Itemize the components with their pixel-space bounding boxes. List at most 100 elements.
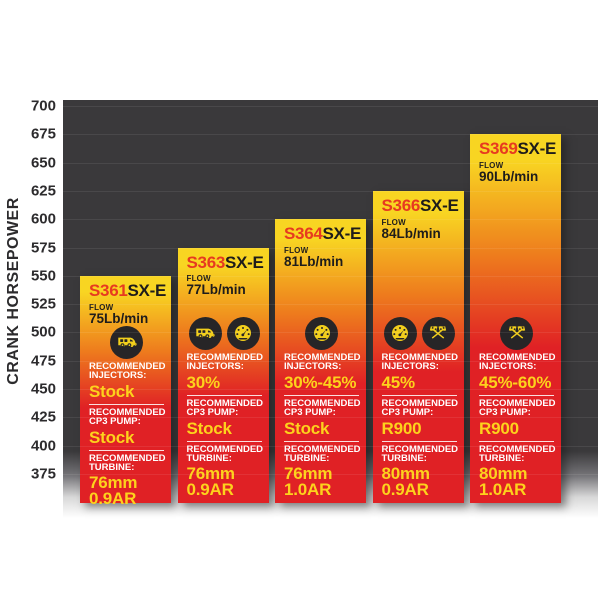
flow-label: FLOW — [479, 161, 504, 171]
turbine-section: RECOMMENDED TURBINE: 76mm 0.9AR — [186, 444, 264, 499]
flow-value: 90Lb/min — [479, 169, 539, 185]
model-number: S369 — [479, 139, 518, 159]
towing-icon — [110, 325, 143, 359]
model-name: S363SX-E — [186, 252, 264, 272]
gauge-icon — [226, 316, 260, 350]
divider — [479, 440, 554, 442]
cp3-pump-label: RECOMMENDED CP3 PUMP: — [284, 397, 361, 419]
gridline — [63, 162, 598, 164]
turbine-wheel: 80mm — [381, 463, 431, 483]
bar-recommendations: RECOMMENDED INJECTORS: 45% RECOMMENDED C… — [373, 316, 464, 503]
gridline — [63, 473, 598, 475]
turbine-wheel: 76mm — [284, 463, 333, 483]
turbine-section: RECOMMENDED TURBINE: 80mm 0.9AR — [381, 443, 459, 499]
y-tick-label: 425 — [30, 408, 56, 426]
turbine-value: 80mm 0.9AR — [381, 463, 457, 499]
y-tick-label: 400 — [30, 437, 56, 455]
divider — [186, 394, 262, 396]
model-number: S361 — [89, 280, 128, 300]
cp3-pump-label: RECOMMENDED CP3 PUMP: — [186, 397, 264, 419]
turbine-ar: 1.0AR — [479, 479, 527, 499]
plot-area: S361SX-E FLOW 75Lb/min RECOMMENDED INJEC… — [63, 100, 598, 518]
cp3-pump-label: RECOMMENDED CP3 PUMP: — [89, 406, 166, 428]
injectors-value: 30%-45% — [284, 372, 357, 392]
model-series: SX-E — [322, 224, 362, 244]
icon-row — [479, 316, 554, 350]
turbine-label: RECOMMENDED TURBINE: — [284, 443, 361, 465]
injectors-label: RECOMMENDED INJECTORS: — [284, 351, 361, 373]
gridline — [63, 332, 598, 334]
turbine-section: RECOMMENDED TURBINE: 76mm 0.9AR — [89, 452, 166, 507]
turbine-label: RECOMMENDED TURBINE: — [89, 452, 166, 474]
model-name: S361SX-E — [89, 280, 167, 300]
icon-row — [382, 316, 457, 350]
y-tick-label: 600 — [30, 210, 56, 228]
divider — [479, 394, 554, 396]
y-tick-label: 475 — [30, 352, 56, 370]
injectors-label: RECOMMENDED INJECTORS: — [186, 351, 264, 373]
injectors-value: 45% — [381, 372, 416, 392]
turbine-value: 76mm 0.9AR — [186, 463, 262, 499]
turbine-wheel: 80mm — [479, 463, 528, 483]
y-tick-label: 525 — [30, 295, 56, 313]
bar-recommendations: RECOMMENDED INJECTORS: 30% RECOMMENDED C… — [178, 316, 269, 503]
gridline — [63, 275, 598, 277]
y-tick-label: 375 — [30, 465, 56, 483]
divider — [284, 440, 359, 442]
flow-value: 77Lb/min — [186, 282, 246, 298]
bar-recommendations: RECOMMENDED INJECTORS: 45%-60% RECOMMEND… — [470, 316, 561, 503]
divider — [284, 394, 359, 396]
bar-s366sxe: S366SX-E FLOW 84Lb/min RECOMMENDED INJEC… — [372, 190, 464, 503]
flow-label: FLOW — [186, 274, 211, 284]
gauge-icon — [305, 316, 338, 350]
injectors-value: 30% — [186, 372, 221, 392]
icon-row — [284, 316, 359, 350]
model-number: S366 — [381, 195, 421, 215]
model-series: SX-E — [225, 252, 264, 272]
turbine-ar: 0.9AR — [186, 479, 234, 499]
divider — [186, 440, 262, 442]
cp3-pump-section: RECOMMENDED CP3 PUMP: Stock — [89, 406, 166, 446]
y-axis-ticks: 700 675 650 625 600 575 550 525 500 475 450 425 400 3… — [0, 98, 56, 520]
bar-s361sxe: S361SX-E FLOW 75Lb/min RECOMMENDED INJEC… — [80, 275, 171, 507]
flow-label: FLOW — [284, 246, 309, 256]
cp3-pump-value: R900 — [479, 418, 519, 438]
injectors-value: Stock — [89, 381, 135, 401]
turbine-label: RECOMMENDED TURBINE: — [381, 443, 459, 465]
turbine-section: RECOMMENDED TURBINE: 80mm 1.0AR — [479, 444, 556, 499]
flags-icon — [500, 316, 533, 350]
cp3-pump-section: RECOMMENDED CP3 PUMP: Stock — [186, 397, 264, 438]
cp3-pump-section: RECOMMENDED CP3 PUMP: R900 — [479, 397, 556, 438]
injectors-section: RECOMMENDED INJECTORS: 45%-60% — [479, 352, 556, 392]
model-series: SX-E — [127, 280, 167, 300]
gridline — [63, 106, 598, 107]
gridline — [63, 247, 598, 249]
divider — [89, 403, 164, 405]
cp3-pump-label: RECOMMENDED CP3 PUMP: — [479, 397, 556, 419]
flow-label: FLOW — [381, 217, 406, 227]
y-tick-label: 500 — [30, 323, 56, 341]
gridline — [63, 417, 598, 419]
cp3-pump-label: RECOMMENDED CP3 PUMP: — [381, 397, 459, 419]
gridline — [63, 304, 598, 306]
injectors-section: RECOMMENDED INJECTORS: 30% — [186, 351, 264, 392]
turbine-ar: 0.9AR — [381, 479, 429, 499]
turbine-value: 76mm 0.9AR — [89, 474, 164, 507]
gridline — [63, 134, 598, 136]
gridline — [63, 360, 598, 362]
icon-row — [187, 316, 262, 350]
turbine-section: RECOMMENDED TURBINE: 76mm 1.0AR — [284, 443, 361, 498]
y-tick-label: 675 — [30, 125, 56, 143]
turbine-value: 80mm 1.0AR — [479, 463, 554, 499]
icon-row — [89, 325, 164, 359]
injectors-value: 45%-60% — [479, 372, 552, 392]
cp3-pump-section: RECOMMENDED CP3 PUMP: Stock — [284, 397, 361, 436]
divider — [381, 394, 457, 396]
turbine-wheel: 76mm — [186, 463, 236, 483]
injectors-label: RECOMMENDED INJECTORS: — [381, 351, 459, 373]
cp3-pump-value: Stock — [186, 418, 232, 438]
model-number: S363 — [186, 252, 226, 272]
bar-recommendations: RECOMMENDED INJECTORS: Stock RECOMMENDED… — [80, 325, 171, 512]
bar-s363sxe: S363SX-E FLOW 77Lb/min RECOMMENDED INJEC… — [177, 247, 269, 503]
gridline — [63, 445, 598, 447]
